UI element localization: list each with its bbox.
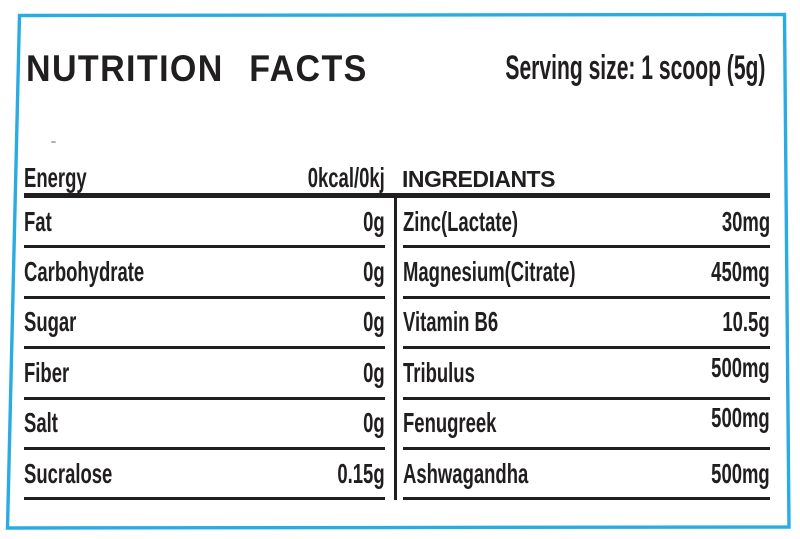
ingredient-label: Ashwagandha: [403, 457, 529, 489]
nutrient-label: Sucralose: [24, 457, 113, 489]
table-row: Salt 0g: [24, 400, 385, 450]
table-row: Zinc(Lactate) 30mg: [403, 198, 770, 249]
nutrient-value: 0.15g: [337, 457, 385, 489]
nutrient-label: Fat: [24, 205, 52, 237]
nutrient-value: 0g: [363, 205, 385, 237]
nutrition-facts-title: NUTRITION FACTS: [26, 48, 368, 89]
nutrition-table-header: Energy 0kcal/0kj: [24, 155, 385, 193]
table-row: Ashwagandha 500mg: [403, 450, 770, 501]
table-row: Sucralose 0.15g: [24, 450, 385, 501]
ingredient-label: Vitamin B6: [403, 306, 499, 338]
table-row: Fenugreek 500mg: [403, 400, 770, 450]
table-row: Vitamin B6 10.5g: [403, 299, 770, 350]
nutrition-table: Fat 0g Carbohydrate 0g Sugar 0g Fiber 0g…: [24, 198, 385, 501]
nutrient-label: Sugar: [24, 306, 77, 338]
ingredient-label: Zinc(Lactate): [403, 205, 519, 237]
ingredient-label: Magnesium(Citrate): [403, 256, 576, 288]
table-row: Fat 0g: [24, 198, 385, 249]
header-rule: [24, 193, 770, 198]
nutrient-label: Salt: [24, 407, 58, 439]
table-row: Fiber 0g: [24, 349, 385, 400]
stray-print-mark: [51, 141, 56, 143]
column-divider: [394, 196, 397, 500]
nutrient-label: Carbohydrate: [24, 256, 145, 288]
table-row: Sugar 0g: [24, 299, 385, 350]
ingredients-header-label: INGREDIANTS: [402, 166, 555, 192]
nutrient-label: Fiber: [24, 356, 70, 388]
table-row: Tribulus 500mg: [403, 349, 770, 400]
ingredient-value: 10.5g: [722, 306, 770, 338]
ingredient-label: Fenugreek: [403, 407, 497, 439]
ingredient-value: 500mg: [711, 402, 770, 434]
nutrient-value: 0g: [363, 306, 385, 338]
energy-value: 0kcal/0kj: [307, 162, 385, 193]
nutrient-value: 0g: [363, 256, 385, 288]
ingredient-value: 500mg: [711, 351, 770, 383]
nutrient-value: 0g: [363, 356, 385, 388]
table-row: Magnesium(Citrate) 450mg: [403, 248, 770, 299]
serving-size-text: Serving size: 1 scoop (5g): [504, 49, 765, 87]
ingredients-header: INGREDIANTS: [402, 155, 770, 193]
ingredient-label: Tribulus: [403, 356, 475, 388]
energy-label: Energy: [24, 162, 87, 193]
ingredient-value: 500mg: [711, 457, 770, 489]
table-row: Carbohydrate 0g: [24, 248, 385, 299]
ingredient-value: 450mg: [711, 256, 770, 288]
ingredient-value: 30mg: [721, 205, 770, 237]
ingredients-table: Zinc(Lactate) 30mg Magnesium(Citrate) 45…: [403, 198, 770, 501]
nutrient-value: 0g: [363, 407, 385, 439]
